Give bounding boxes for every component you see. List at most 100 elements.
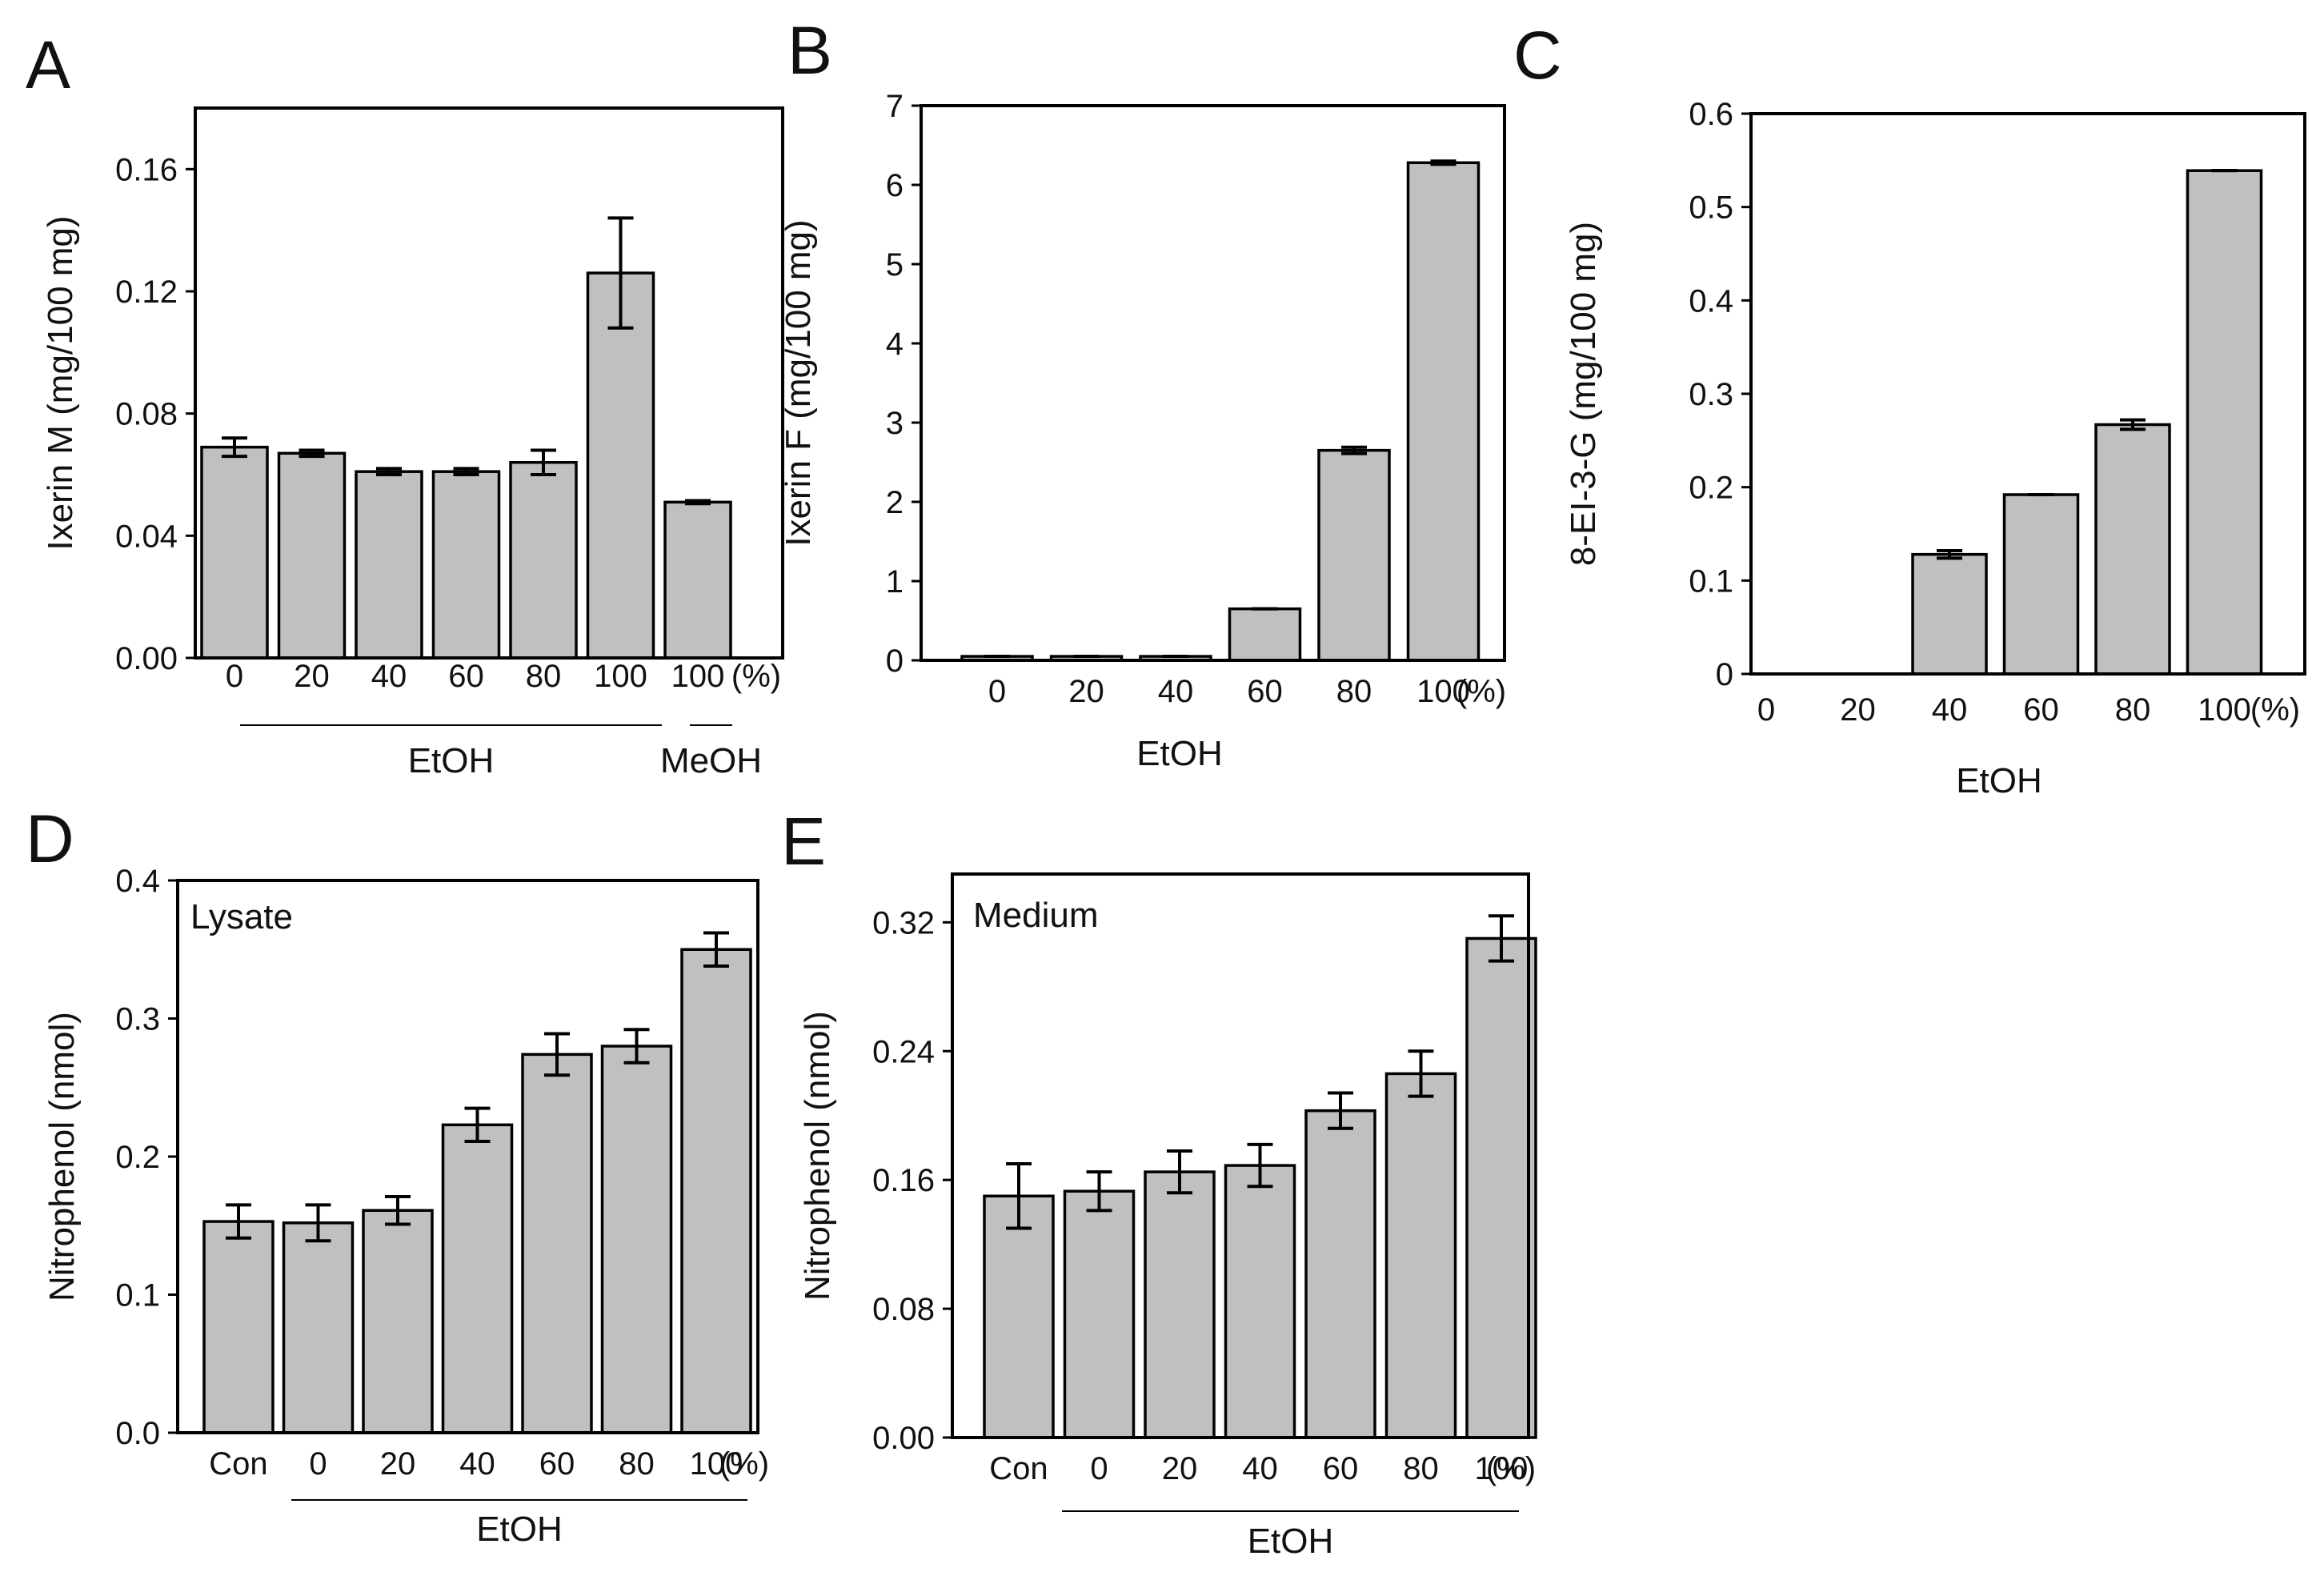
x-unit-label: (%) (1486, 1451, 1536, 1486)
x-tick-label: 100 (1416, 674, 1470, 709)
y-tick-label: 0.1 (1689, 563, 1733, 599)
panel-letter: C (1513, 18, 1562, 93)
y-tick-label: 0.08 (872, 1292, 935, 1327)
x-tick-label: 80 (1403, 1451, 1439, 1486)
bar-d-5 (600, 1045, 673, 1434)
y-tick-label: 0.08 (115, 397, 178, 432)
x-tick-label: 100 (690, 1446, 743, 1482)
y-tick-label: 0.6 (1689, 97, 1733, 132)
x-tick-label: 0 (1757, 692, 1775, 728)
x-unit-label: (%) (1457, 674, 1506, 709)
y-tick-label: 0.24 (872, 1034, 935, 1069)
panel-letter: E (781, 804, 826, 879)
x-tick-label: 100 (2198, 692, 2251, 728)
y-tick-label: 0.32 (872, 905, 935, 940)
panel-b: B 0 1 2 3 4 5 6 7 Ixerin F (mg/100 mg) 0 20 40 60 80 10… (779, 13, 1506, 773)
panel-annotation: Lysate (190, 897, 293, 936)
group-label-etoh: EtOH (1956, 761, 2042, 800)
x-tick-label: 80 (526, 659, 562, 694)
bar-e-4 (1304, 1109, 1376, 1439)
y-tick-label: 0.4 (1689, 283, 1733, 319)
y-tick-label: 7 (886, 89, 904, 124)
bar-c-3 (2002, 493, 2080, 676)
x-tick-label: 0 (1090, 1451, 1108, 1486)
group-label-meoh: MeOH (660, 741, 762, 780)
group-label-etoh: EtOH (476, 1510, 563, 1549)
bar-a-5 (586, 271, 655, 660)
plot-frame (920, 104, 1506, 662)
bar-a-2 (355, 470, 423, 660)
y-tick-label: 0.12 (115, 275, 178, 310)
panel-annotation: Medium (973, 896, 1099, 935)
y-tick-label: 0.00 (115, 641, 178, 676)
y-axis-title: Ixerin M (mg/100 mg) (41, 215, 80, 550)
y-tick-label: 5 (886, 247, 904, 283)
bar-a-4 (509, 460, 578, 660)
x-tick-label: 60 (1247, 674, 1283, 709)
x-tick-label: 100 (1475, 1451, 1529, 1486)
plot-frame (176, 879, 759, 1434)
x-tick-label: 20 (1068, 674, 1104, 709)
y-axis-title: Nitrophenol (nmol) (798, 1011, 837, 1301)
x-tick-label: 40 (1242, 1451, 1278, 1486)
bar-e-2 (1144, 1170, 1216, 1439)
bar-c-4 (2094, 423, 2171, 676)
x-tick-label: 80 (2115, 692, 2151, 728)
bar-c-5 (2186, 169, 2263, 676)
x-unit-label: (%) (731, 659, 781, 694)
plot-frame (194, 106, 784, 660)
panel-letter: A (26, 27, 70, 102)
bar-e-6 (1465, 936, 1537, 1439)
bar-d-3 (441, 1123, 514, 1434)
x-tick-label: 80 (1336, 674, 1372, 709)
group-label-etoh: EtOH (1248, 1522, 1334, 1561)
x-tick-label: 40 (1932, 692, 1968, 728)
bar-e-5 (1384, 1072, 1457, 1439)
plot-frame (1749, 112, 2306, 676)
x-unit-label: (%) (719, 1446, 769, 1482)
y-tick-label: 0 (1716, 657, 1733, 692)
y-tick-label: 0.1 (115, 1278, 160, 1313)
bar-b-4 (1317, 448, 1391, 662)
y-tick-label: 0.3 (1689, 377, 1733, 412)
bar-e-0 (983, 1194, 1055, 1439)
y-tick-label: 0.04 (115, 519, 178, 554)
panel-letter: B (787, 13, 832, 88)
y-tick-label: 0.4 (115, 864, 160, 899)
x-tick-label: 40 (371, 659, 407, 694)
y-tick-label: 4 (886, 327, 904, 362)
x-tick-label: Con (209, 1446, 267, 1482)
bar-d-4 (521, 1053, 593, 1434)
x-tick-label: 0 (988, 674, 1006, 709)
x-tick-label: 40 (459, 1446, 495, 1482)
y-tick-label: 1 (886, 564, 904, 600)
x-tick-label: 0 (226, 659, 243, 694)
x-tick-label: 60 (448, 659, 484, 694)
x-tick-label: 20 (1840, 692, 1876, 728)
group-label-etoh: EtOH (1136, 734, 1223, 773)
group-label-etoh: EtOH (408, 741, 495, 780)
y-tick-label: 0.16 (115, 152, 178, 187)
x-tick-label: 20 (294, 659, 330, 694)
bar-a-6 (663, 500, 732, 660)
x-tick-label: 40 (1158, 674, 1194, 709)
y-tick-label: 0.16 (872, 1163, 935, 1198)
y-tick-label: 0.2 (115, 1140, 160, 1175)
panel-d: D 0.0 0.1 0.2 0.3 0.4 Nitrophenol (nmol) Con 0 20… (26, 801, 769, 1549)
x-tick-label: 60 (2023, 692, 2059, 728)
bar-d-6 (680, 948, 752, 1434)
y-tick-label: 0.0 (115, 1416, 160, 1451)
x-unit-label: (%) (2250, 692, 2300, 728)
bar-a-0 (200, 445, 269, 660)
x-tick-label: 60 (539, 1446, 575, 1482)
x-tick-label: 0 (309, 1446, 327, 1482)
y-tick-label: 0.5 (1689, 190, 1733, 226)
x-tick-label: 20 (380, 1446, 416, 1482)
x-tick-label: 80 (619, 1446, 655, 1482)
y-tick-label: 3 (886, 406, 904, 441)
x-tick-label: 100 (594, 659, 647, 694)
x-tick-label: 20 (1162, 1451, 1198, 1486)
panel-e: E 0.00 0.08 0.16 0.24 0.32 Nitrophenol (nmol) C… (781, 804, 1537, 1561)
bar-d-2 (362, 1209, 434, 1434)
